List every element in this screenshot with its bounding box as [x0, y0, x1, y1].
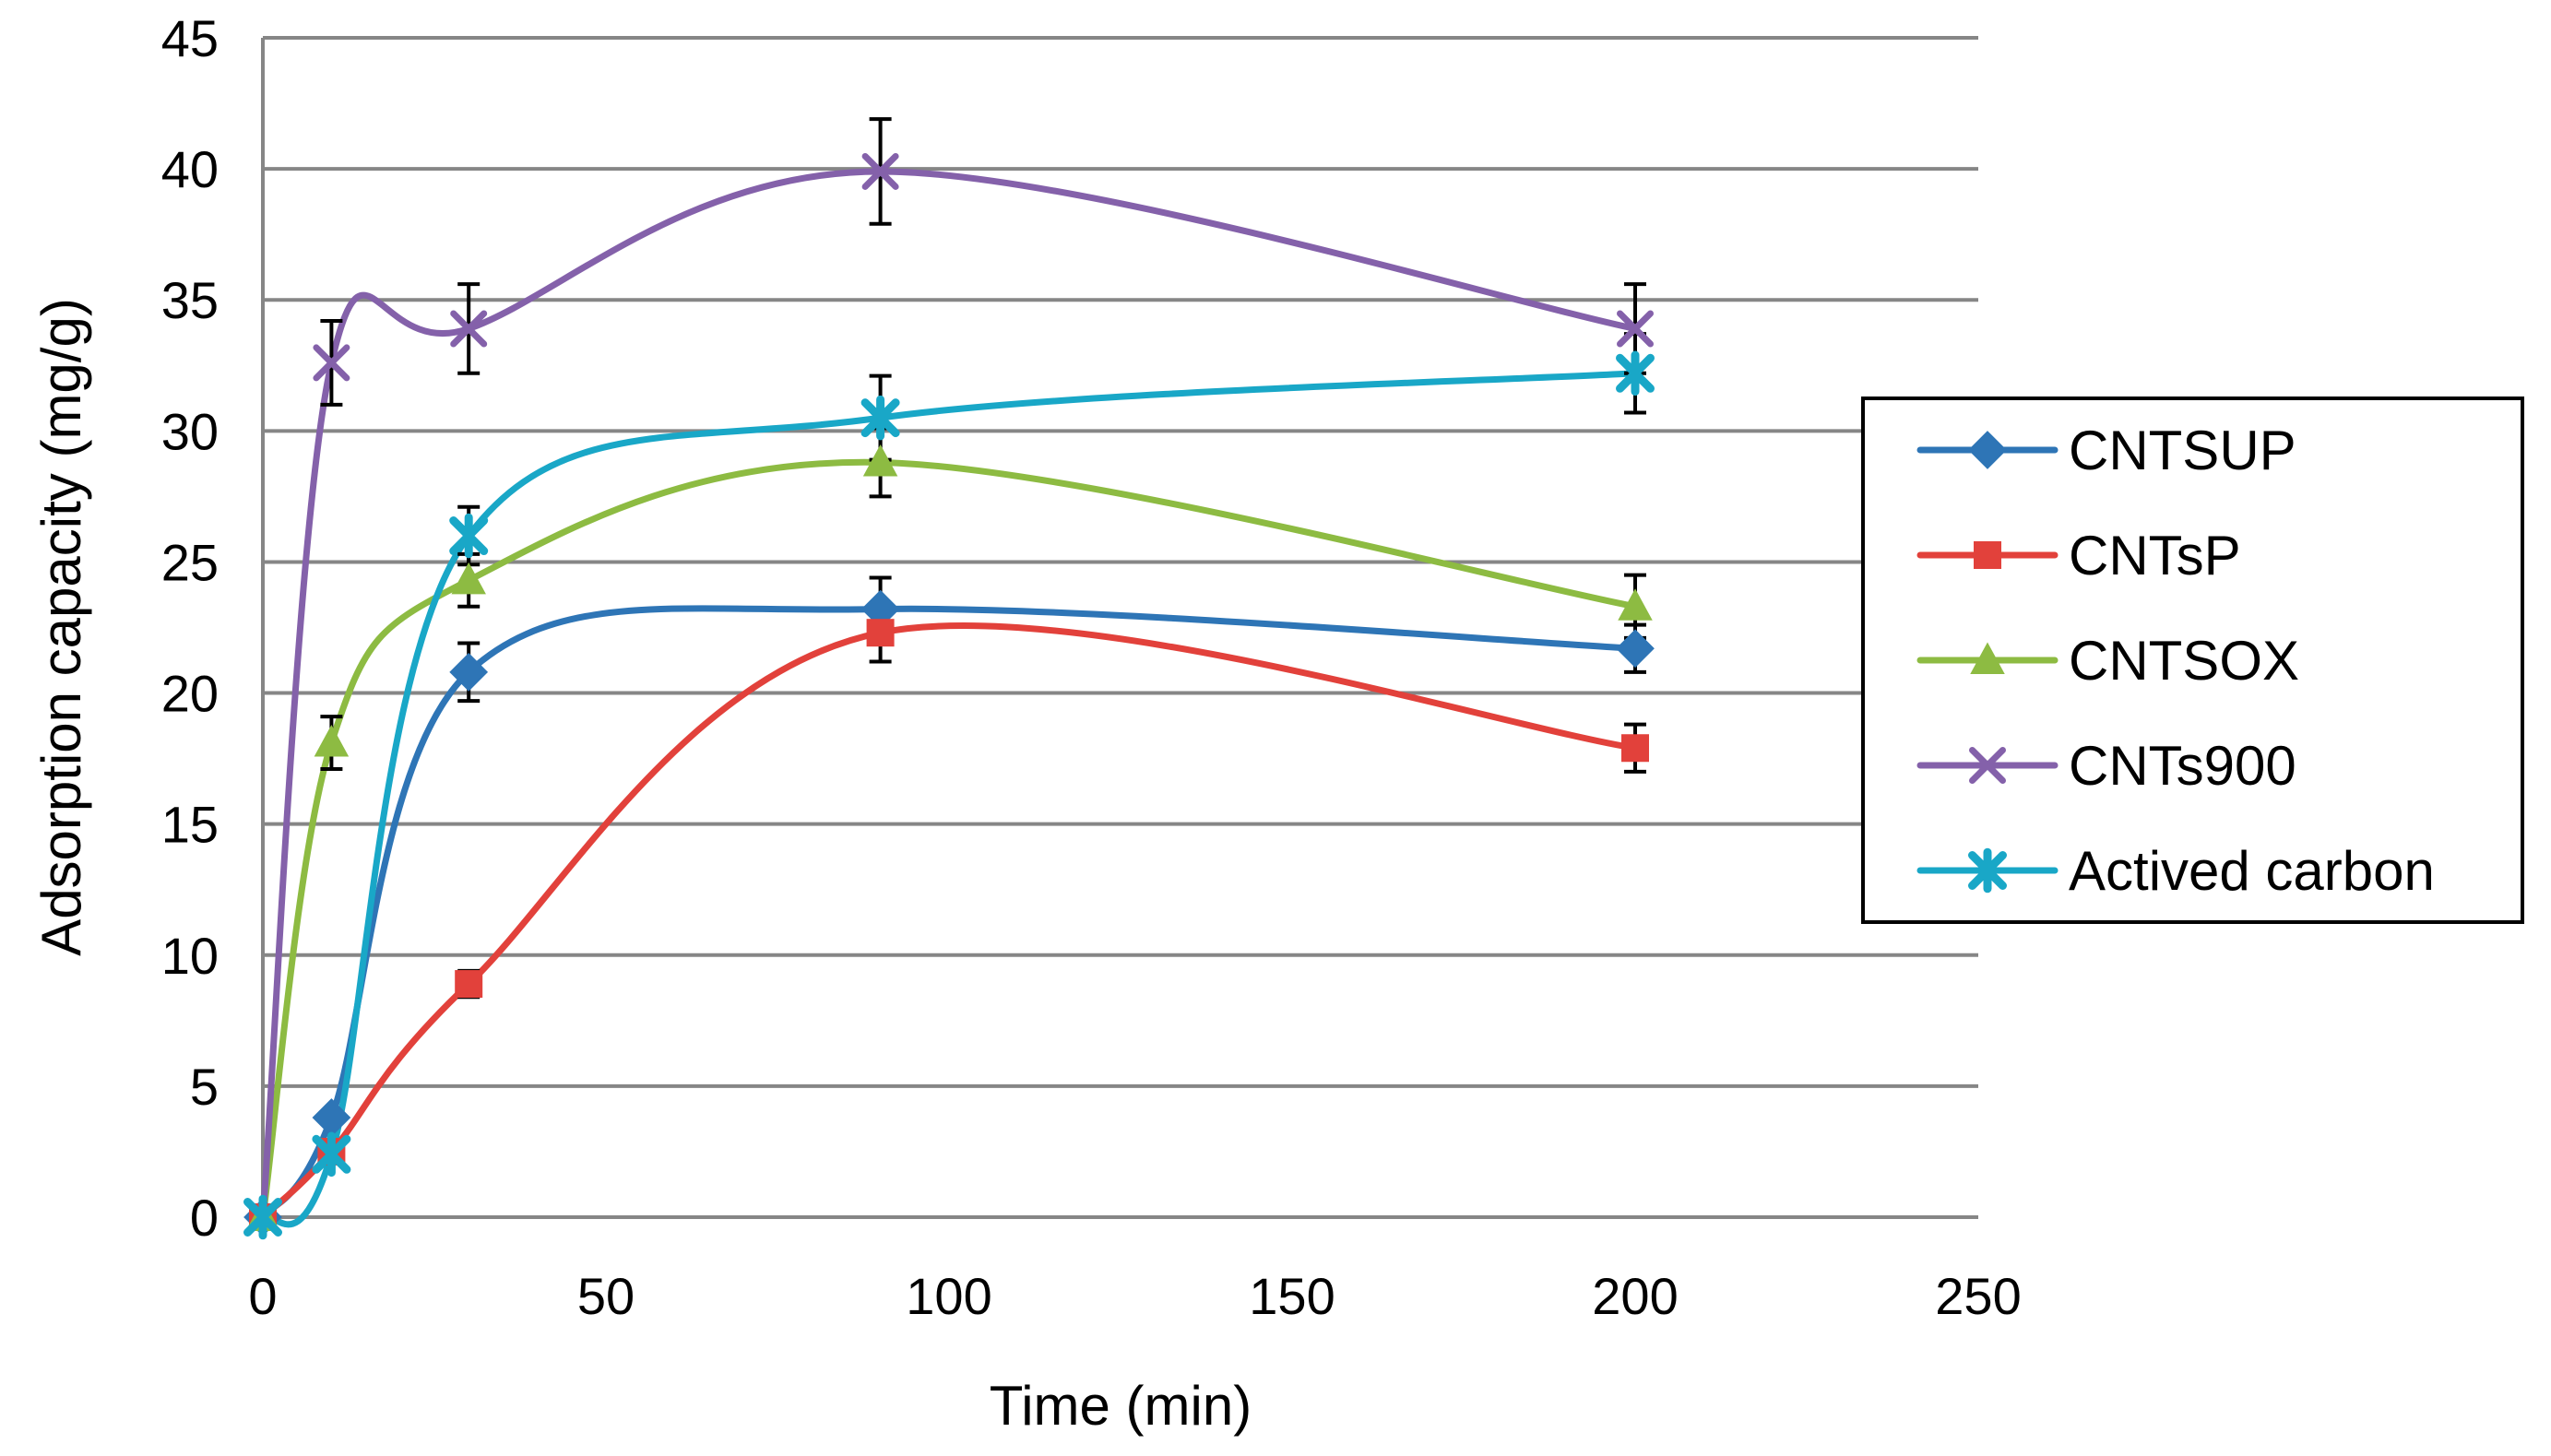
x-tick-label: 150	[1249, 1267, 1335, 1325]
y-tick-label: 40	[161, 140, 219, 198]
data-point	[1618, 588, 1653, 621]
data-point	[313, 344, 350, 382]
series-line-1	[259, 621, 1639, 1221]
data-point	[866, 619, 895, 647]
legend-label: Actived carbon	[2069, 840, 2435, 902]
x-tick-label: 200	[1592, 1267, 1678, 1325]
data-point	[860, 395, 900, 441]
x-tick-label: 50	[577, 1267, 635, 1325]
data-point	[451, 562, 486, 595]
data-point	[449, 652, 489, 692]
y-tick-label: 45	[161, 9, 219, 67]
series-line-4	[259, 370, 1639, 1228]
legend-label: CNTSOX	[2069, 630, 2299, 692]
gridlines	[263, 36, 1978, 1219]
x-tick-label: 0	[248, 1267, 277, 1325]
data-point	[450, 310, 488, 348]
x-tick-label: 250	[1935, 1267, 2021, 1325]
data-point	[861, 152, 899, 190]
legend-label: CNTSUP	[2069, 420, 2296, 481]
legend-swatch-marker	[1970, 642, 2005, 674]
legend-swatch-marker	[1969, 747, 2006, 784]
data-point	[862, 444, 898, 477]
y-tick-label: 20	[161, 665, 219, 723]
y-tick-labels: 0 5 10 15 20 25 30 35 40 45	[161, 9, 219, 1247]
y-axis-title: Adsorption capacity (mg/g)	[30, 298, 92, 956]
data-point	[455, 970, 483, 999]
legend-swatch-marker	[1968, 431, 2007, 469]
data-point	[1617, 310, 1654, 348]
y-tick-label: 0	[190, 1189, 219, 1247]
data-point	[1621, 734, 1649, 763]
y-tick-label: 30	[161, 402, 219, 460]
y-tick-label: 25	[161, 533, 219, 591]
y-tick-label: 15	[161, 796, 219, 854]
legend-swatch-marker	[1974, 541, 2001, 569]
legend: CNTSUP CNTsP CNTSOX CNTs900 Actived carbon	[1861, 397, 2524, 924]
data-point	[312, 1131, 351, 1178]
y-tick-label: 35	[161, 271, 219, 329]
data-point	[314, 725, 350, 757]
x-axis-title: Time (min)	[990, 1375, 1252, 1437]
data-point	[1616, 629, 1655, 669]
x-tick-label: 100	[906, 1267, 991, 1325]
legend-label: CNTs900	[2069, 735, 2296, 797]
error-bars	[320, 117, 1646, 1000]
series-line-2	[259, 458, 1639, 1221]
y-tick-label: 5	[190, 1058, 219, 1116]
data-point	[243, 1194, 282, 1240]
data-point	[1616, 350, 1655, 397]
y-tick-label: 10	[161, 927, 219, 985]
legend-swatch-marker	[1968, 847, 2007, 894]
x-tick-labels: 0 50 100 150 200 250	[248, 1267, 2021, 1325]
data-point	[449, 513, 489, 559]
markers	[243, 152, 1655, 1240]
legend-label: CNTsP	[2069, 525, 2241, 586]
